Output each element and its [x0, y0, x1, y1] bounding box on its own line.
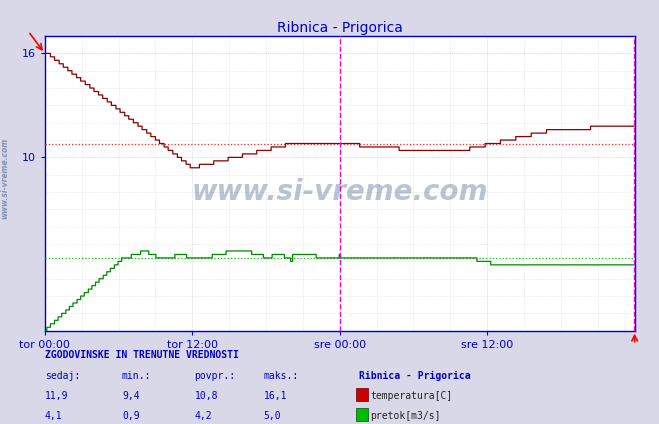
- Text: 4,2: 4,2: [194, 411, 212, 421]
- Text: 11,9: 11,9: [45, 391, 69, 401]
- Text: www.si-vreme.com: www.si-vreme.com: [1, 137, 10, 219]
- Text: 4,1: 4,1: [45, 411, 63, 421]
- Text: sedaj:: sedaj:: [45, 371, 80, 381]
- Title: Ribnica - Prigorica: Ribnica - Prigorica: [277, 21, 403, 35]
- Text: 5,0: 5,0: [264, 411, 281, 421]
- Text: ZGODOVINSKE IN TRENUTNE VREDNOSTI: ZGODOVINSKE IN TRENUTNE VREDNOSTI: [45, 350, 239, 360]
- Text: 9,4: 9,4: [122, 391, 140, 401]
- Text: maks.:: maks.:: [264, 371, 299, 381]
- Text: temperatura[C]: temperatura[C]: [370, 391, 453, 401]
- Text: povpr.:: povpr.:: [194, 371, 235, 381]
- Text: Ribnica - Prigorica: Ribnica - Prigorica: [359, 371, 471, 381]
- Text: 10,8: 10,8: [194, 391, 218, 401]
- Text: 0,9: 0,9: [122, 411, 140, 421]
- Text: pretok[m3/s]: pretok[m3/s]: [370, 411, 441, 421]
- Text: min.:: min.:: [122, 371, 152, 381]
- Text: 16,1: 16,1: [264, 391, 287, 401]
- Text: www.si-vreme.com: www.si-vreme.com: [192, 178, 488, 206]
